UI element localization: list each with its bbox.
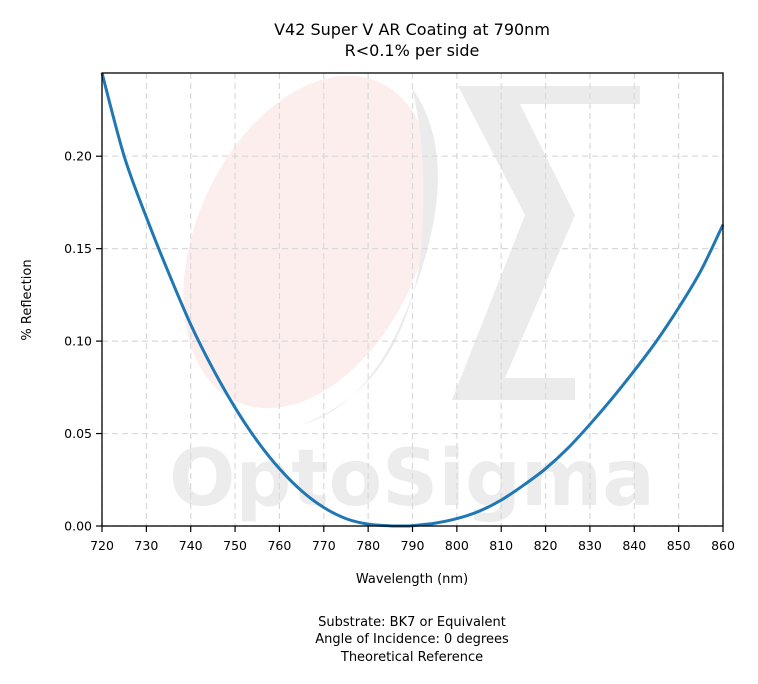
- optosigma-watermark: OptoSigma: [169, 75, 655, 524]
- x-tick-label-760: 760: [267, 538, 291, 553]
- y-axis-label: % Reflection: [20, 259, 35, 340]
- x-tick-label-850: 850: [667, 538, 691, 553]
- axis-ticks: 720 730 740 750 760 770 780 790 800 810 820 830 840 8…: [64, 149, 735, 553]
- x-tick-label-750: 750: [223, 538, 247, 553]
- footer-substrate: Substrate: BK7 or Equivalent: [318, 615, 506, 630]
- x-tick-label-860: 860: [711, 538, 735, 553]
- x-tick-label-820: 820: [534, 538, 558, 553]
- footer-reference: Theoretical Reference: [340, 650, 483, 665]
- x-tick-label-770: 770: [312, 538, 336, 553]
- y-tick-label-4: 0.20: [64, 149, 92, 164]
- watermark-ellipse: [183, 75, 433, 409]
- chart-subtitle: R<0.1% per side: [345, 41, 480, 60]
- x-tick-label-740: 740: [179, 538, 203, 553]
- x-tick-label-800: 800: [445, 538, 469, 553]
- x-tick-label-810: 810: [489, 538, 513, 553]
- x-tick-label-790: 790: [401, 538, 425, 553]
- watermark-omega-shape: [300, 88, 438, 425]
- x-tick-label-840: 840: [622, 538, 646, 553]
- y-tick-label-0: 0.00: [64, 519, 92, 534]
- x-axis-label: Wavelength (nm): [356, 572, 468, 587]
- x-tick-label-830: 830: [578, 538, 602, 553]
- chart-title: V42 Super V AR Coating at 790nm: [274, 20, 550, 39]
- x-tick-label-780: 780: [356, 538, 380, 553]
- footer-angle: Angle of Incidence: 0 degrees: [315, 632, 509, 647]
- x-tick-label-720: 720: [90, 538, 114, 553]
- y-tick-label-2: 0.10: [64, 334, 92, 349]
- y-tick-label-3: 0.15: [64, 241, 92, 256]
- x-tick-label-730: 730: [134, 538, 158, 553]
- y-tick-label-1: 0.05: [64, 426, 92, 441]
